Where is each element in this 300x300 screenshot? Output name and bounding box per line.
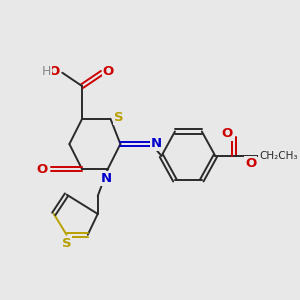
Text: N: N bbox=[101, 172, 112, 185]
Text: N: N bbox=[151, 137, 162, 150]
Text: O: O bbox=[49, 65, 60, 78]
Text: S: S bbox=[114, 111, 123, 124]
Text: H: H bbox=[42, 65, 51, 78]
Text: O: O bbox=[37, 163, 48, 176]
Text: CH₂CH₃: CH₂CH₃ bbox=[259, 151, 297, 161]
Text: O: O bbox=[103, 65, 114, 78]
Text: O: O bbox=[245, 157, 256, 170]
Text: S: S bbox=[62, 236, 71, 250]
Text: O: O bbox=[222, 127, 233, 140]
